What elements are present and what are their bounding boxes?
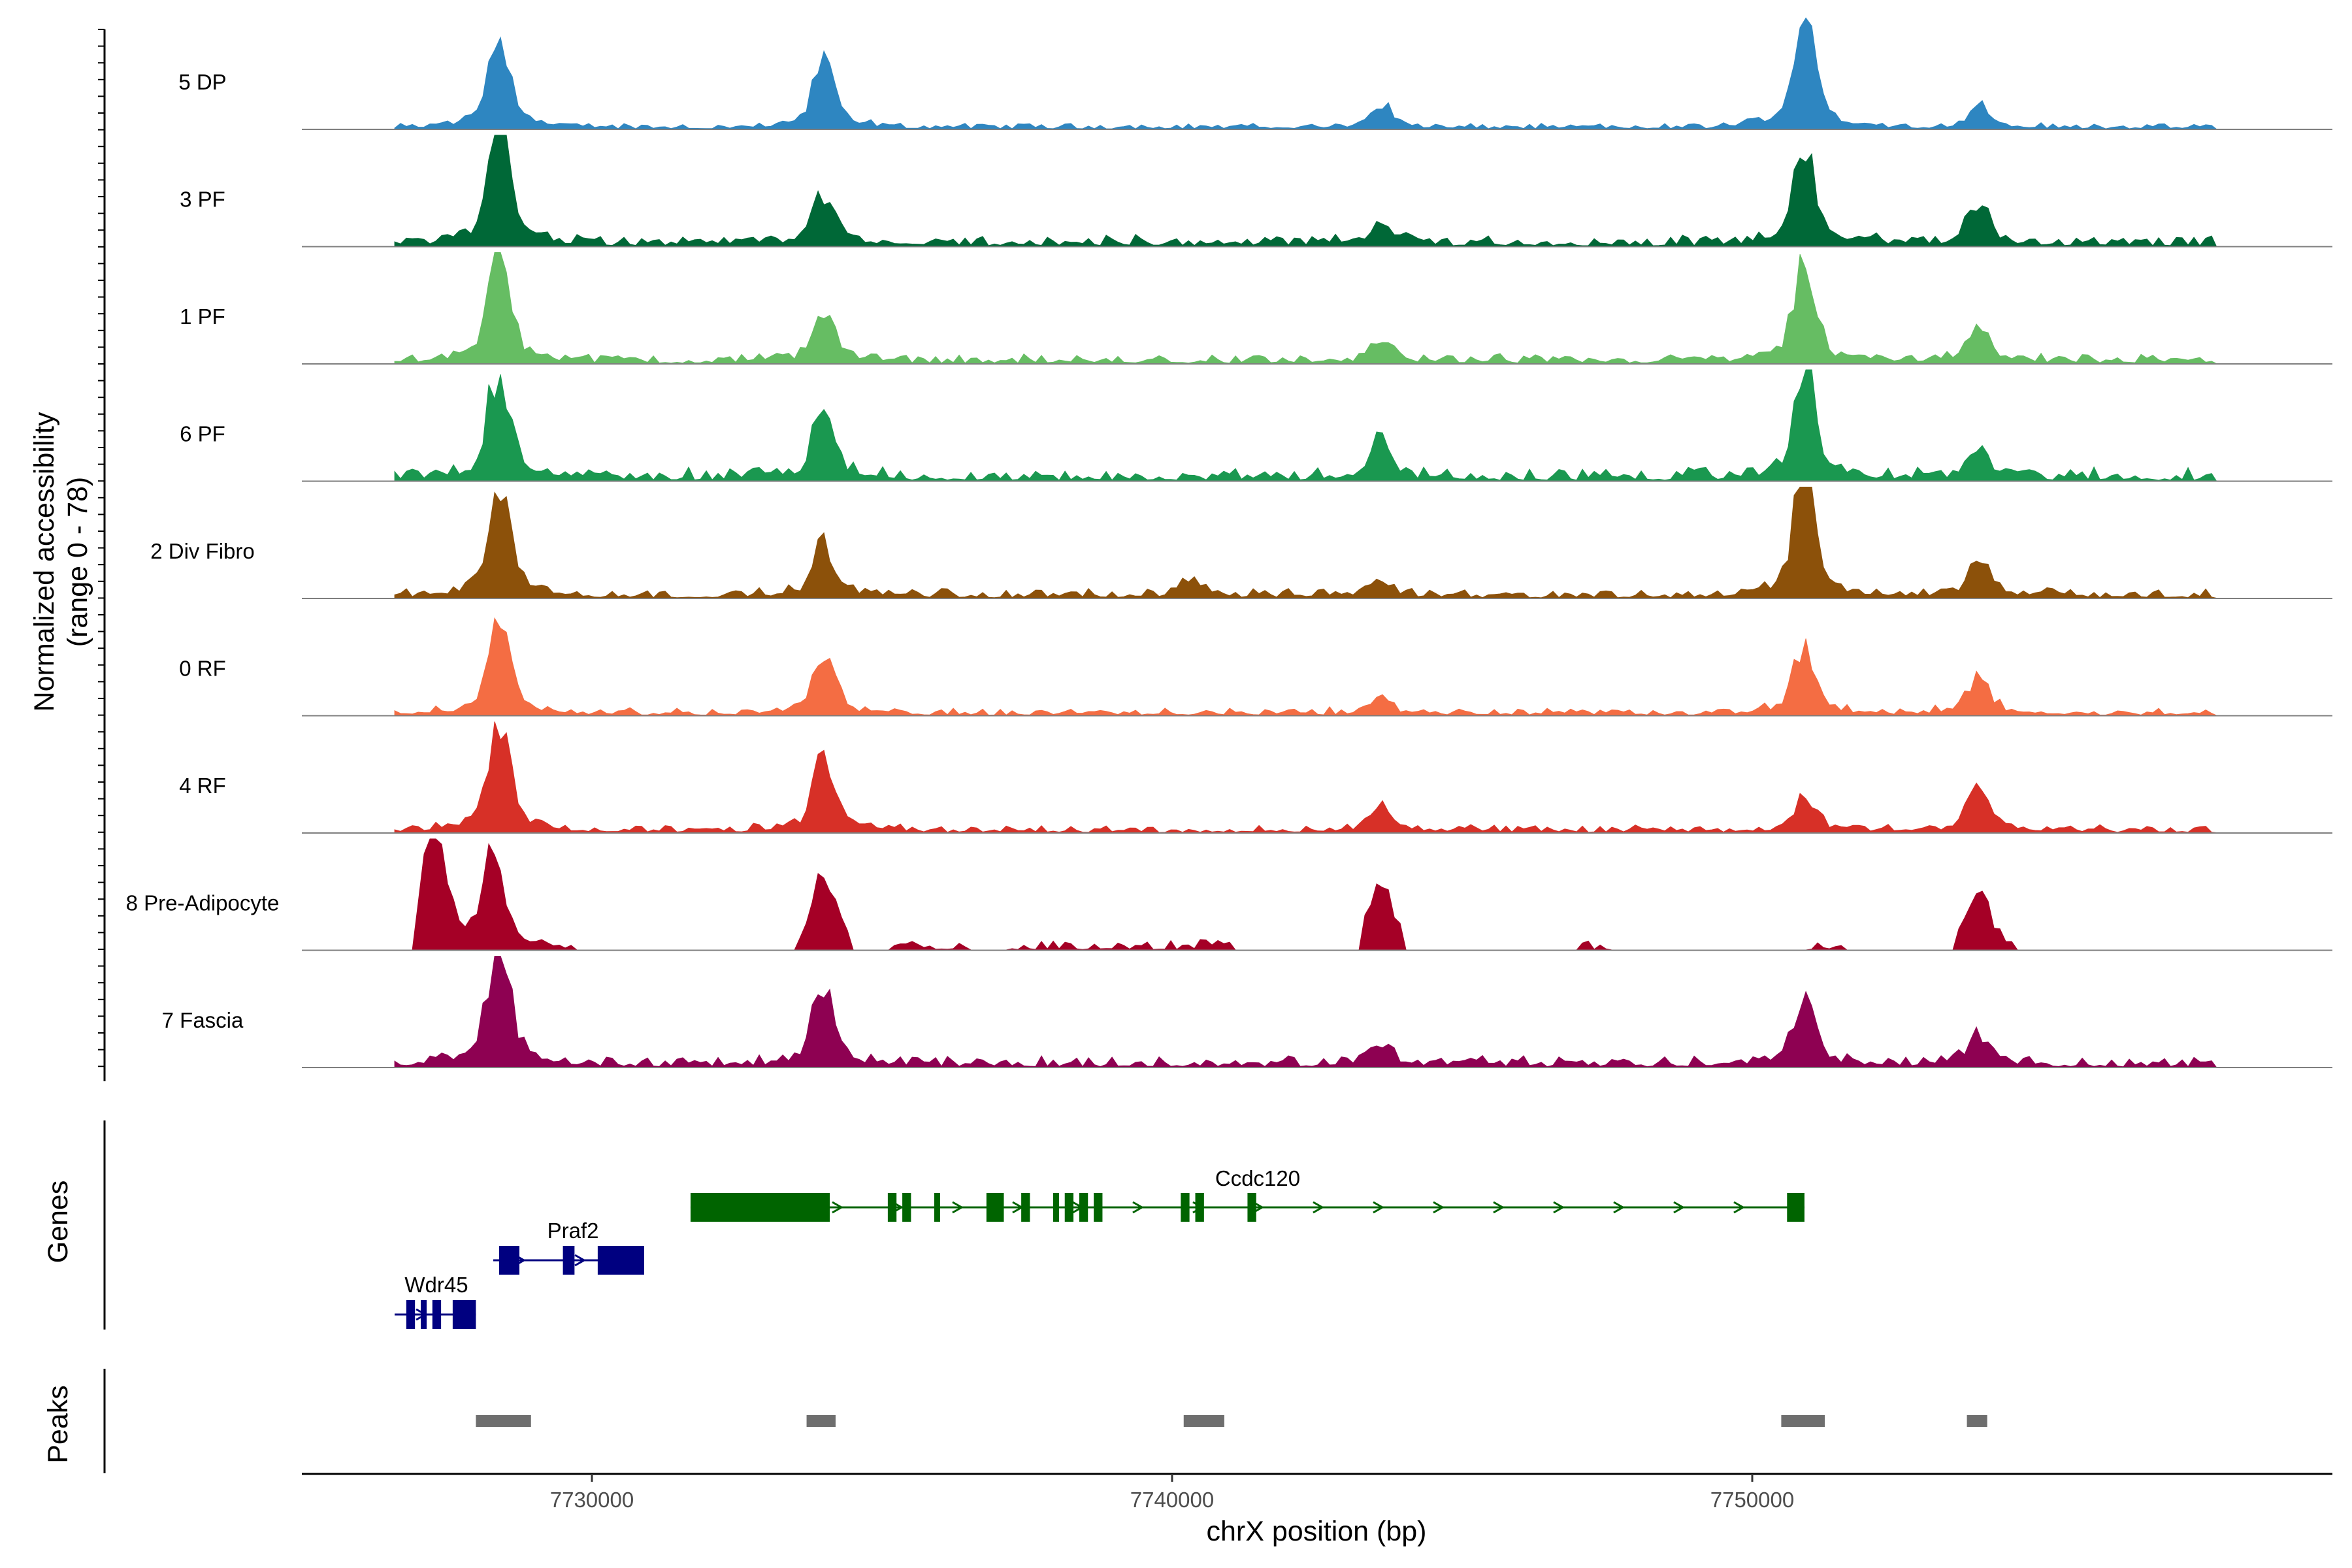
x-axis: 7730000 7740000 7750000 — [302, 1473, 2332, 1512]
gene-exon — [1064, 1193, 1074, 1222]
gene-exon — [1195, 1193, 1204, 1222]
strand-arrow — [1613, 1201, 1625, 1214]
gene-exon — [902, 1193, 911, 1222]
strand-arrow — [1733, 1201, 1745, 1214]
coverage-tracks — [98, 17, 2332, 1081]
peak-region — [1183, 1415, 1224, 1427]
strand-arrow — [1373, 1201, 1384, 1214]
track-label: 2 Div Fibro — [150, 539, 255, 563]
gene-exon — [887, 1193, 897, 1222]
track-label: 1 PF — [180, 304, 225, 329]
x-tick-label: 7740000 — [1130, 1488, 1214, 1512]
gene-label: Wdr45 — [404, 1273, 468, 1297]
x-tick-label: 7730000 — [550, 1488, 634, 1512]
gene-exon — [1247, 1193, 1256, 1222]
peak-region — [1967, 1415, 1987, 1427]
track-6 — [302, 721, 2332, 834]
strand-arrow — [952, 1201, 964, 1214]
gene-wdr45: Wdr45 — [395, 1273, 476, 1329]
gene-exon — [1021, 1193, 1030, 1222]
gene-exon — [498, 1246, 519, 1275]
strand-arrow — [832, 1201, 843, 1214]
gene-exon — [563, 1246, 575, 1275]
genes-panel: Ccdc120 Praf2 Wdr45 — [103, 1120, 1805, 1330]
x-axis-title: chrX position (bp) — [1207, 1516, 1427, 1547]
track-label: 3 PF — [180, 188, 225, 212]
strand-arrow — [1553, 1201, 1565, 1214]
track-7 — [302, 838, 2332, 951]
coverage-area — [394, 17, 2217, 129]
strand-arrow — [1673, 1201, 1685, 1214]
gene-exon — [432, 1300, 442, 1329]
peaks-panel — [103, 1369, 1987, 1473]
gene-ccdc120: Ccdc120 — [690, 1166, 1805, 1222]
strand-arrow — [1493, 1201, 1505, 1214]
gene-exon — [1053, 1193, 1059, 1222]
coverage-area — [395, 838, 2217, 951]
gene-exon — [1079, 1193, 1088, 1222]
peaks-panel-label: Peaks — [42, 1385, 74, 1463]
gene-exon — [690, 1193, 830, 1222]
gene-exon — [406, 1300, 416, 1329]
track-label: 8 Pre-Adipocyte — [126, 891, 280, 915]
gene-exon — [986, 1193, 1004, 1222]
gene-exon — [452, 1300, 476, 1329]
peak-region — [476, 1415, 531, 1427]
gene-exon — [597, 1246, 644, 1275]
track-8 — [302, 956, 2332, 1068]
track-label: 6 PF — [180, 422, 225, 446]
track-label: 0 RF — [179, 657, 226, 681]
coverage-area — [394, 487, 2217, 598]
track-label: 7 Fascia — [162, 1008, 244, 1032]
strand-arrow — [1313, 1201, 1324, 1214]
track-labels: 5 DP 3 PF 1 PF 6 PF 2 Div Fibro 0 RF 4 RF 8 Pre… — [126, 70, 280, 1032]
strand-arrow — [574, 1254, 587, 1267]
gene-exon — [1787, 1193, 1805, 1222]
gene-exon — [1094, 1193, 1103, 1222]
coverage-area — [394, 252, 2217, 364]
coverage-area — [394, 617, 2217, 716]
gene-label: Ccdc120 — [1215, 1166, 1300, 1190]
gene-exon — [1181, 1193, 1190, 1222]
coverage-area — [394, 956, 2217, 1068]
track-4 — [302, 487, 2332, 599]
track-0 — [302, 17, 2332, 130]
gene-exon — [421, 1300, 427, 1329]
coverage-area — [394, 721, 2217, 833]
x-tick-label: 7750000 — [1710, 1488, 1794, 1512]
strand-arrow — [1433, 1201, 1445, 1214]
track-5 — [302, 617, 2332, 717]
track-1 — [302, 135, 2332, 248]
track-2 — [302, 252, 2332, 365]
peak-region — [806, 1415, 836, 1427]
track-label: 4 RF — [179, 774, 226, 798]
track-label: 5 DP — [178, 70, 226, 94]
genes-panel-label: Genes — [42, 1181, 74, 1264]
track-3 — [302, 369, 2332, 482]
peak-region — [1781, 1415, 1825, 1427]
coverage-area — [394, 135, 2217, 247]
coverage-area — [394, 369, 2217, 482]
strand-arrow — [1132, 1201, 1144, 1214]
gene-exon — [934, 1193, 940, 1222]
gene-label: Praf2 — [547, 1218, 599, 1243]
gene-praf2: Praf2 — [493, 1218, 644, 1275]
y-axis-title-line2: (range 0 - 78) — [62, 477, 93, 647]
y-axis-title-line1: Normalized accessibility — [29, 412, 60, 711]
